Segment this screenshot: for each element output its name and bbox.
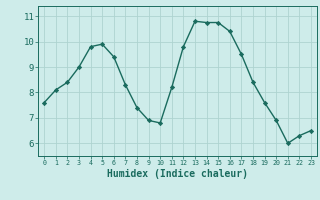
X-axis label: Humidex (Indice chaleur): Humidex (Indice chaleur): [107, 169, 248, 179]
